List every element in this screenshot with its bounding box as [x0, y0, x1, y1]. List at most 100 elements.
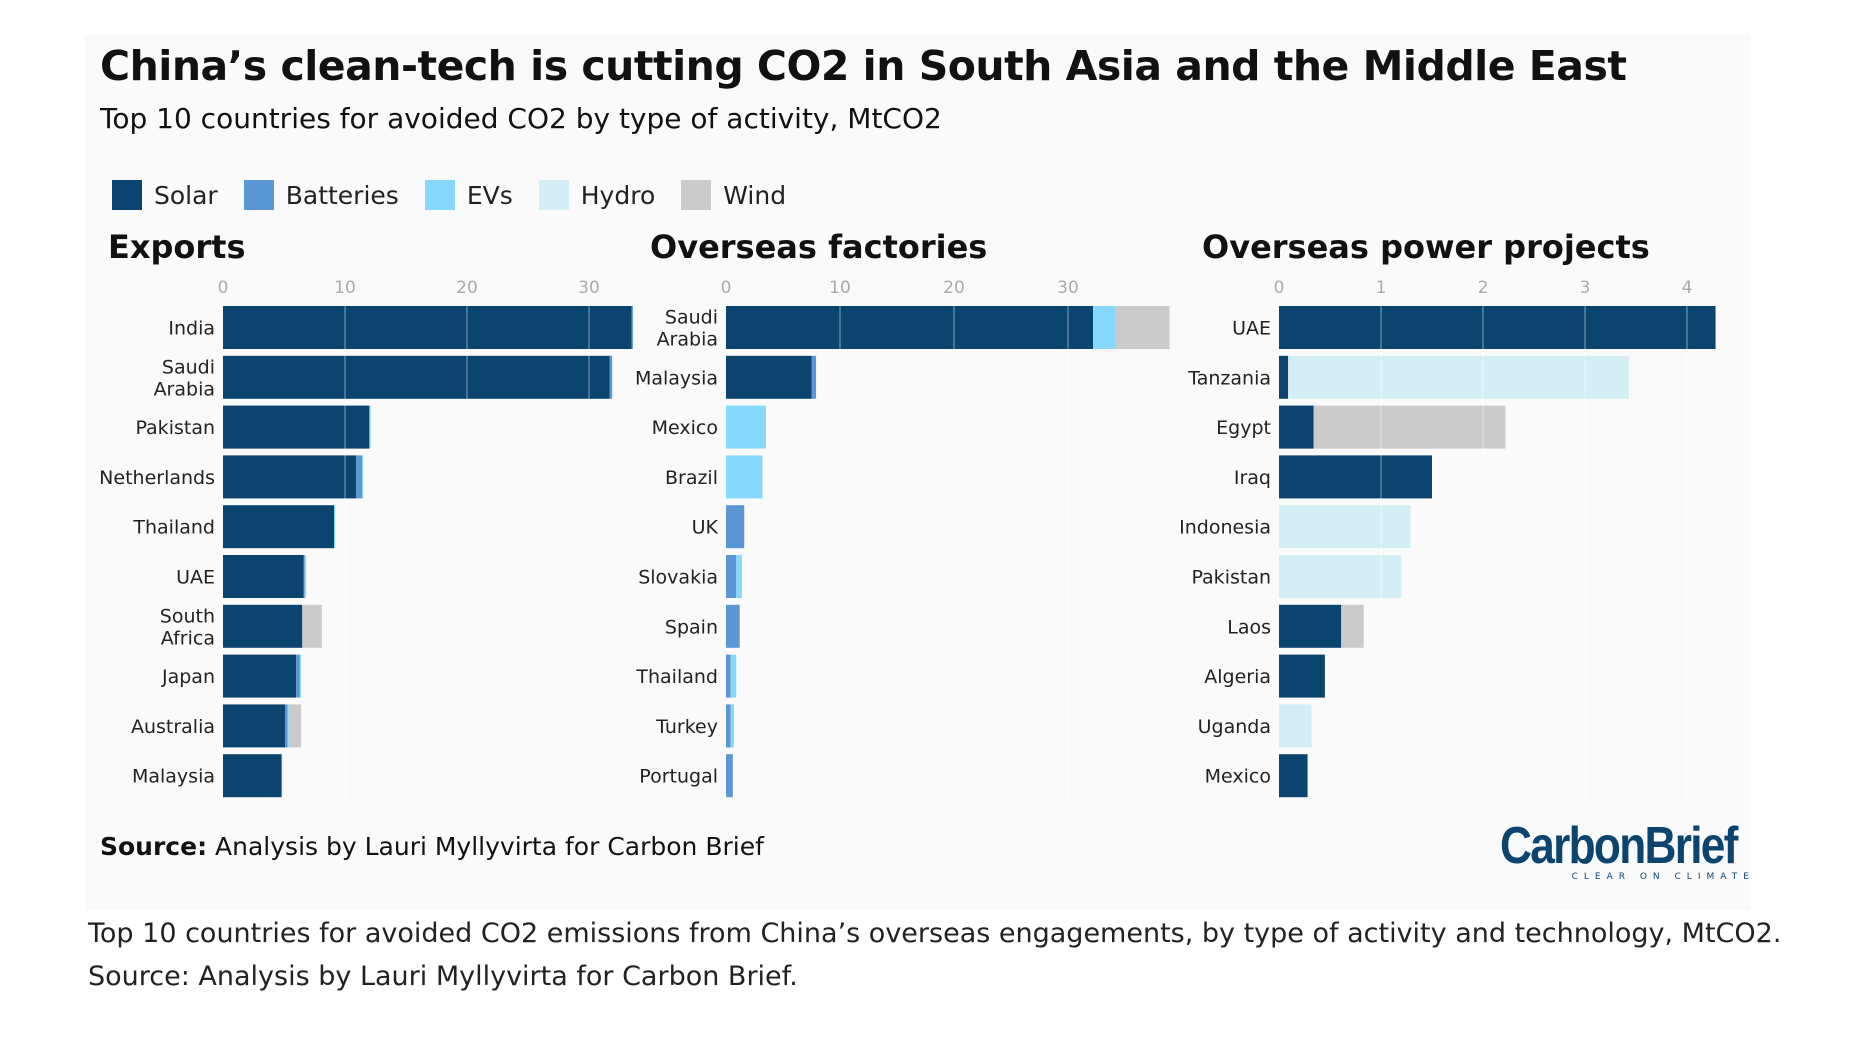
bar-solar: [223, 654, 297, 698]
tick-label: 0: [218, 278, 229, 298]
bar-wind: [302, 604, 322, 648]
category-label: Thailand: [132, 517, 215, 539]
legend-swatch: [112, 180, 142, 210]
tick-label: 20: [456, 278, 478, 298]
category-label: Egypt: [1216, 417, 1271, 439]
bar-wind: [1341, 604, 1364, 648]
tick-label: 20: [943, 278, 965, 298]
bar-solar: [1279, 455, 1432, 499]
tick-label: 1: [1376, 278, 1387, 298]
tick-label: 10: [829, 278, 851, 298]
bar-evs: [726, 455, 763, 499]
category-label: UK: [692, 517, 719, 539]
bar-solar: [1279, 405, 1314, 449]
tick-label: 2: [1478, 278, 1489, 298]
bar-solar: [1279, 654, 1325, 698]
category-label: Pakistan: [1191, 567, 1271, 589]
category-label: Saudi: [665, 307, 718, 329]
legend-label: Batteries: [285, 180, 399, 210]
bar-batteries: [355, 455, 363, 499]
category-label: Brazil: [665, 467, 718, 489]
bar-evs: [369, 405, 371, 449]
legend-swatch: [424, 180, 455, 210]
bar-batteries: [726, 555, 737, 598]
category-label: Spain: [665, 616, 718, 638]
tick-label: 3: [1580, 278, 1591, 298]
category-label: Japan: [161, 666, 215, 688]
legend-swatch: [538, 180, 569, 210]
bar-batteries: [726, 505, 745, 549]
category-label: Turkey: [655, 716, 718, 738]
bar-evs: [287, 704, 289, 748]
category-label: Slovakia: [638, 567, 718, 589]
bar-wind: [1313, 405, 1506, 449]
legend-swatch: [681, 180, 712, 210]
bar-solar: [223, 505, 335, 549]
bar-batteries: [726, 754, 733, 798]
category-label: South: [160, 605, 215, 627]
legend-label: Wind: [723, 180, 787, 210]
logo-wordmark: CarbonBrief: [1500, 817, 1738, 875]
figure-caption: Top 10 countries for avoided CO2 emissio…: [88, 912, 1781, 998]
category-label: Arabia: [657, 329, 718, 351]
source-note: Source: Analysis by Lauri Myllyvirta for…: [100, 832, 764, 861]
bar-evs: [736, 555, 742, 598]
bar-batteries: [609, 355, 613, 399]
category-label: Saudi: [162, 356, 215, 378]
chart-subtitle: Top 10 countries for avoided CO2 by type…: [100, 102, 942, 135]
category-label: Tanzania: [1187, 367, 1271, 389]
bar-solar: [223, 306, 632, 349]
category-label: UAE: [1232, 318, 1271, 340]
category-label: Mexico: [1205, 766, 1271, 788]
bar-solar: [223, 405, 370, 449]
bar-evs: [730, 654, 737, 698]
bar-batteries: [726, 654, 731, 698]
bar-solar: [223, 704, 286, 748]
bar-solar: [223, 355, 610, 399]
legend-item-evs: EVs: [424, 180, 513, 210]
bar-batteries: [726, 704, 731, 748]
bar-solar: [223, 754, 282, 798]
carbonbrief-logo: CarbonBrief CLEAR ON CLIMATE: [1500, 820, 1778, 882]
bar-evs: [1093, 306, 1116, 349]
caption-line: Top 10 countries for avoided CO2 emissio…: [88, 918, 1782, 949]
category-label: Malaysia: [132, 766, 215, 788]
category-label: Algeria: [1204, 666, 1271, 688]
bar-solar: [726, 306, 1094, 349]
source-label: Source:: [100, 832, 208, 861]
bar-solar: [1279, 355, 1289, 399]
bar-evs: [726, 405, 766, 449]
bar-hydro: [1288, 355, 1629, 399]
bar-evs: [299, 654, 302, 698]
tick-label: 30: [578, 278, 600, 298]
tick-label: 30: [1057, 278, 1079, 298]
legend-item-batteries: Batteries: [243, 180, 399, 210]
category-label: UAE: [176, 567, 215, 589]
bar-evs: [730, 704, 734, 748]
logo-tagline: CLEAR ON CLIMATE: [1571, 872, 1755, 882]
category-label: Iraq: [1234, 467, 1271, 489]
bar-evs: [304, 555, 306, 598]
bar-hydro: [1279, 555, 1402, 598]
tick-label: 10: [334, 278, 356, 298]
category-label: Mexico: [652, 417, 718, 439]
bar-hydro: [1279, 505, 1411, 549]
bar-solar: [1279, 306, 1716, 349]
legend-label: EVs: [466, 180, 513, 210]
bar-solar: [726, 355, 812, 399]
bar-batteries: [726, 604, 740, 648]
tick-label: 4: [1682, 278, 1693, 298]
bar-solar: [223, 604, 303, 648]
panel-title-overseas-factories: Overseas factories: [650, 228, 987, 266]
category-label: India: [168, 318, 215, 340]
category-label: Netherlands: [99, 467, 215, 489]
bar-solar: [223, 555, 304, 598]
tick-label: 0: [721, 278, 732, 298]
category-label: Laos: [1227, 616, 1271, 638]
bar-batteries: [303, 555, 305, 598]
chart-title: China’s clean-tech is cutting CO2 in Sou…: [100, 42, 1627, 90]
category-label: Portugal: [639, 766, 718, 788]
bar-solar: [1279, 604, 1342, 648]
category-label: Indonesia: [1179, 517, 1271, 539]
